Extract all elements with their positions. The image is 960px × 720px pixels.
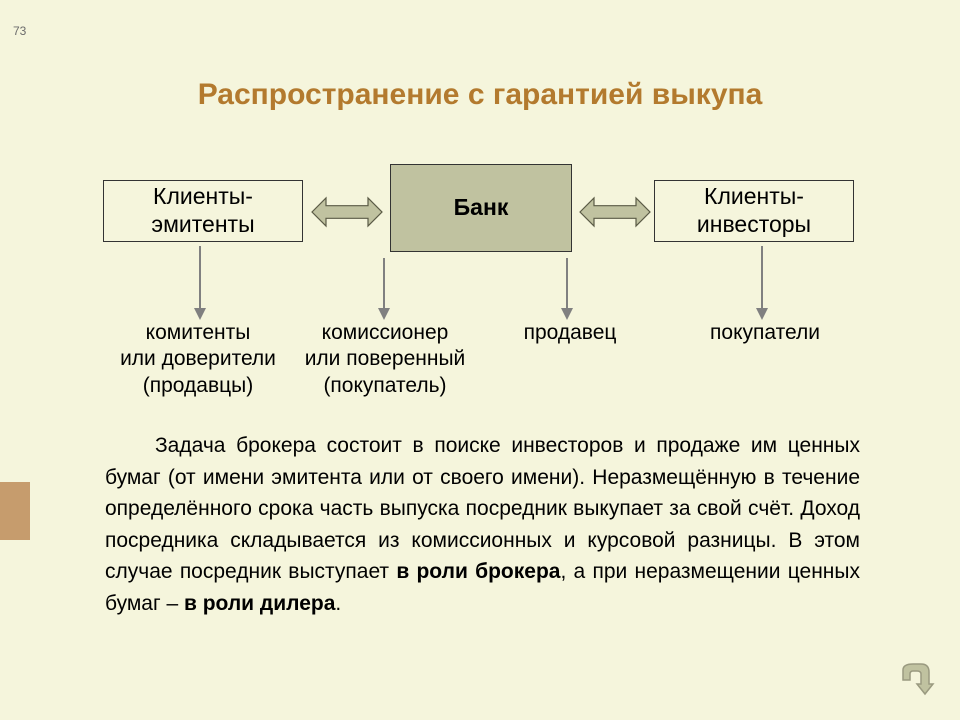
paragraph-segment: в роли брокера: [396, 560, 560, 583]
down-arrow-icon: [752, 246, 772, 322]
down-arrow-icon: [557, 258, 577, 322]
down-arrow-icon: [190, 246, 210, 322]
role-text: (покупатель): [323, 374, 446, 397]
role-komissioner: комиссионер или поверенный (покупатель): [290, 320, 480, 399]
role-text: (продавцы): [143, 374, 253, 397]
box-clients-issuers: Клиенты- эмитенты: [103, 180, 303, 242]
side-accent: [0, 482, 30, 540]
double-arrow-left-icon: [312, 198, 382, 226]
box-bank-label: Банк: [454, 194, 509, 222]
role-prodavec: продавец: [500, 320, 640, 346]
paragraph-segment: .: [335, 592, 341, 615]
double-arrow-right-icon: [580, 198, 650, 226]
box-clients-investors-line1: Клиенты-: [697, 183, 811, 211]
role-text: комитенты: [146, 321, 251, 344]
paragraph-segment: в роли дилера: [184, 592, 335, 615]
role-text: комиссионер: [322, 321, 449, 344]
role-text: или доверители: [120, 347, 276, 370]
role-komitenty: комитенты или доверители (продавцы): [108, 320, 288, 399]
role-pokupateli: покупатели: [680, 320, 850, 346]
page-number: 73: [13, 24, 26, 38]
box-bank: Банк: [390, 164, 572, 252]
body-paragraph: Задача брокера состоит в поиске инвестор…: [105, 430, 860, 619]
return-icon[interactable]: [895, 660, 935, 700]
role-text: или поверенный: [305, 347, 466, 370]
down-arrow-icon: [374, 258, 394, 322]
role-text: покупатели: [710, 321, 820, 344]
box-clients-investors-line2: инвесторы: [697, 211, 811, 239]
box-clients-issuers-line1: Клиенты-: [151, 183, 254, 211]
box-clients-investors: Клиенты- инвесторы: [654, 180, 854, 242]
slide: 73 Распространение с гарантией выкупа Кл…: [0, 0, 960, 720]
slide-title: Распространение с гарантией выкупа: [0, 78, 960, 112]
box-clients-issuers-line2: эмитенты: [151, 211, 254, 239]
role-text: продавец: [524, 321, 617, 344]
